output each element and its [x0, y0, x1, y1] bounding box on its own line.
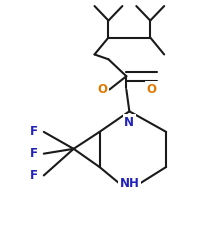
Text: O: O — [98, 83, 107, 96]
Text: O: O — [146, 83, 156, 96]
Text: NH: NH — [119, 177, 139, 190]
Text: F: F — [30, 169, 38, 182]
Text: F: F — [30, 147, 38, 160]
Text: F: F — [30, 125, 38, 138]
Text: N: N — [124, 116, 134, 129]
